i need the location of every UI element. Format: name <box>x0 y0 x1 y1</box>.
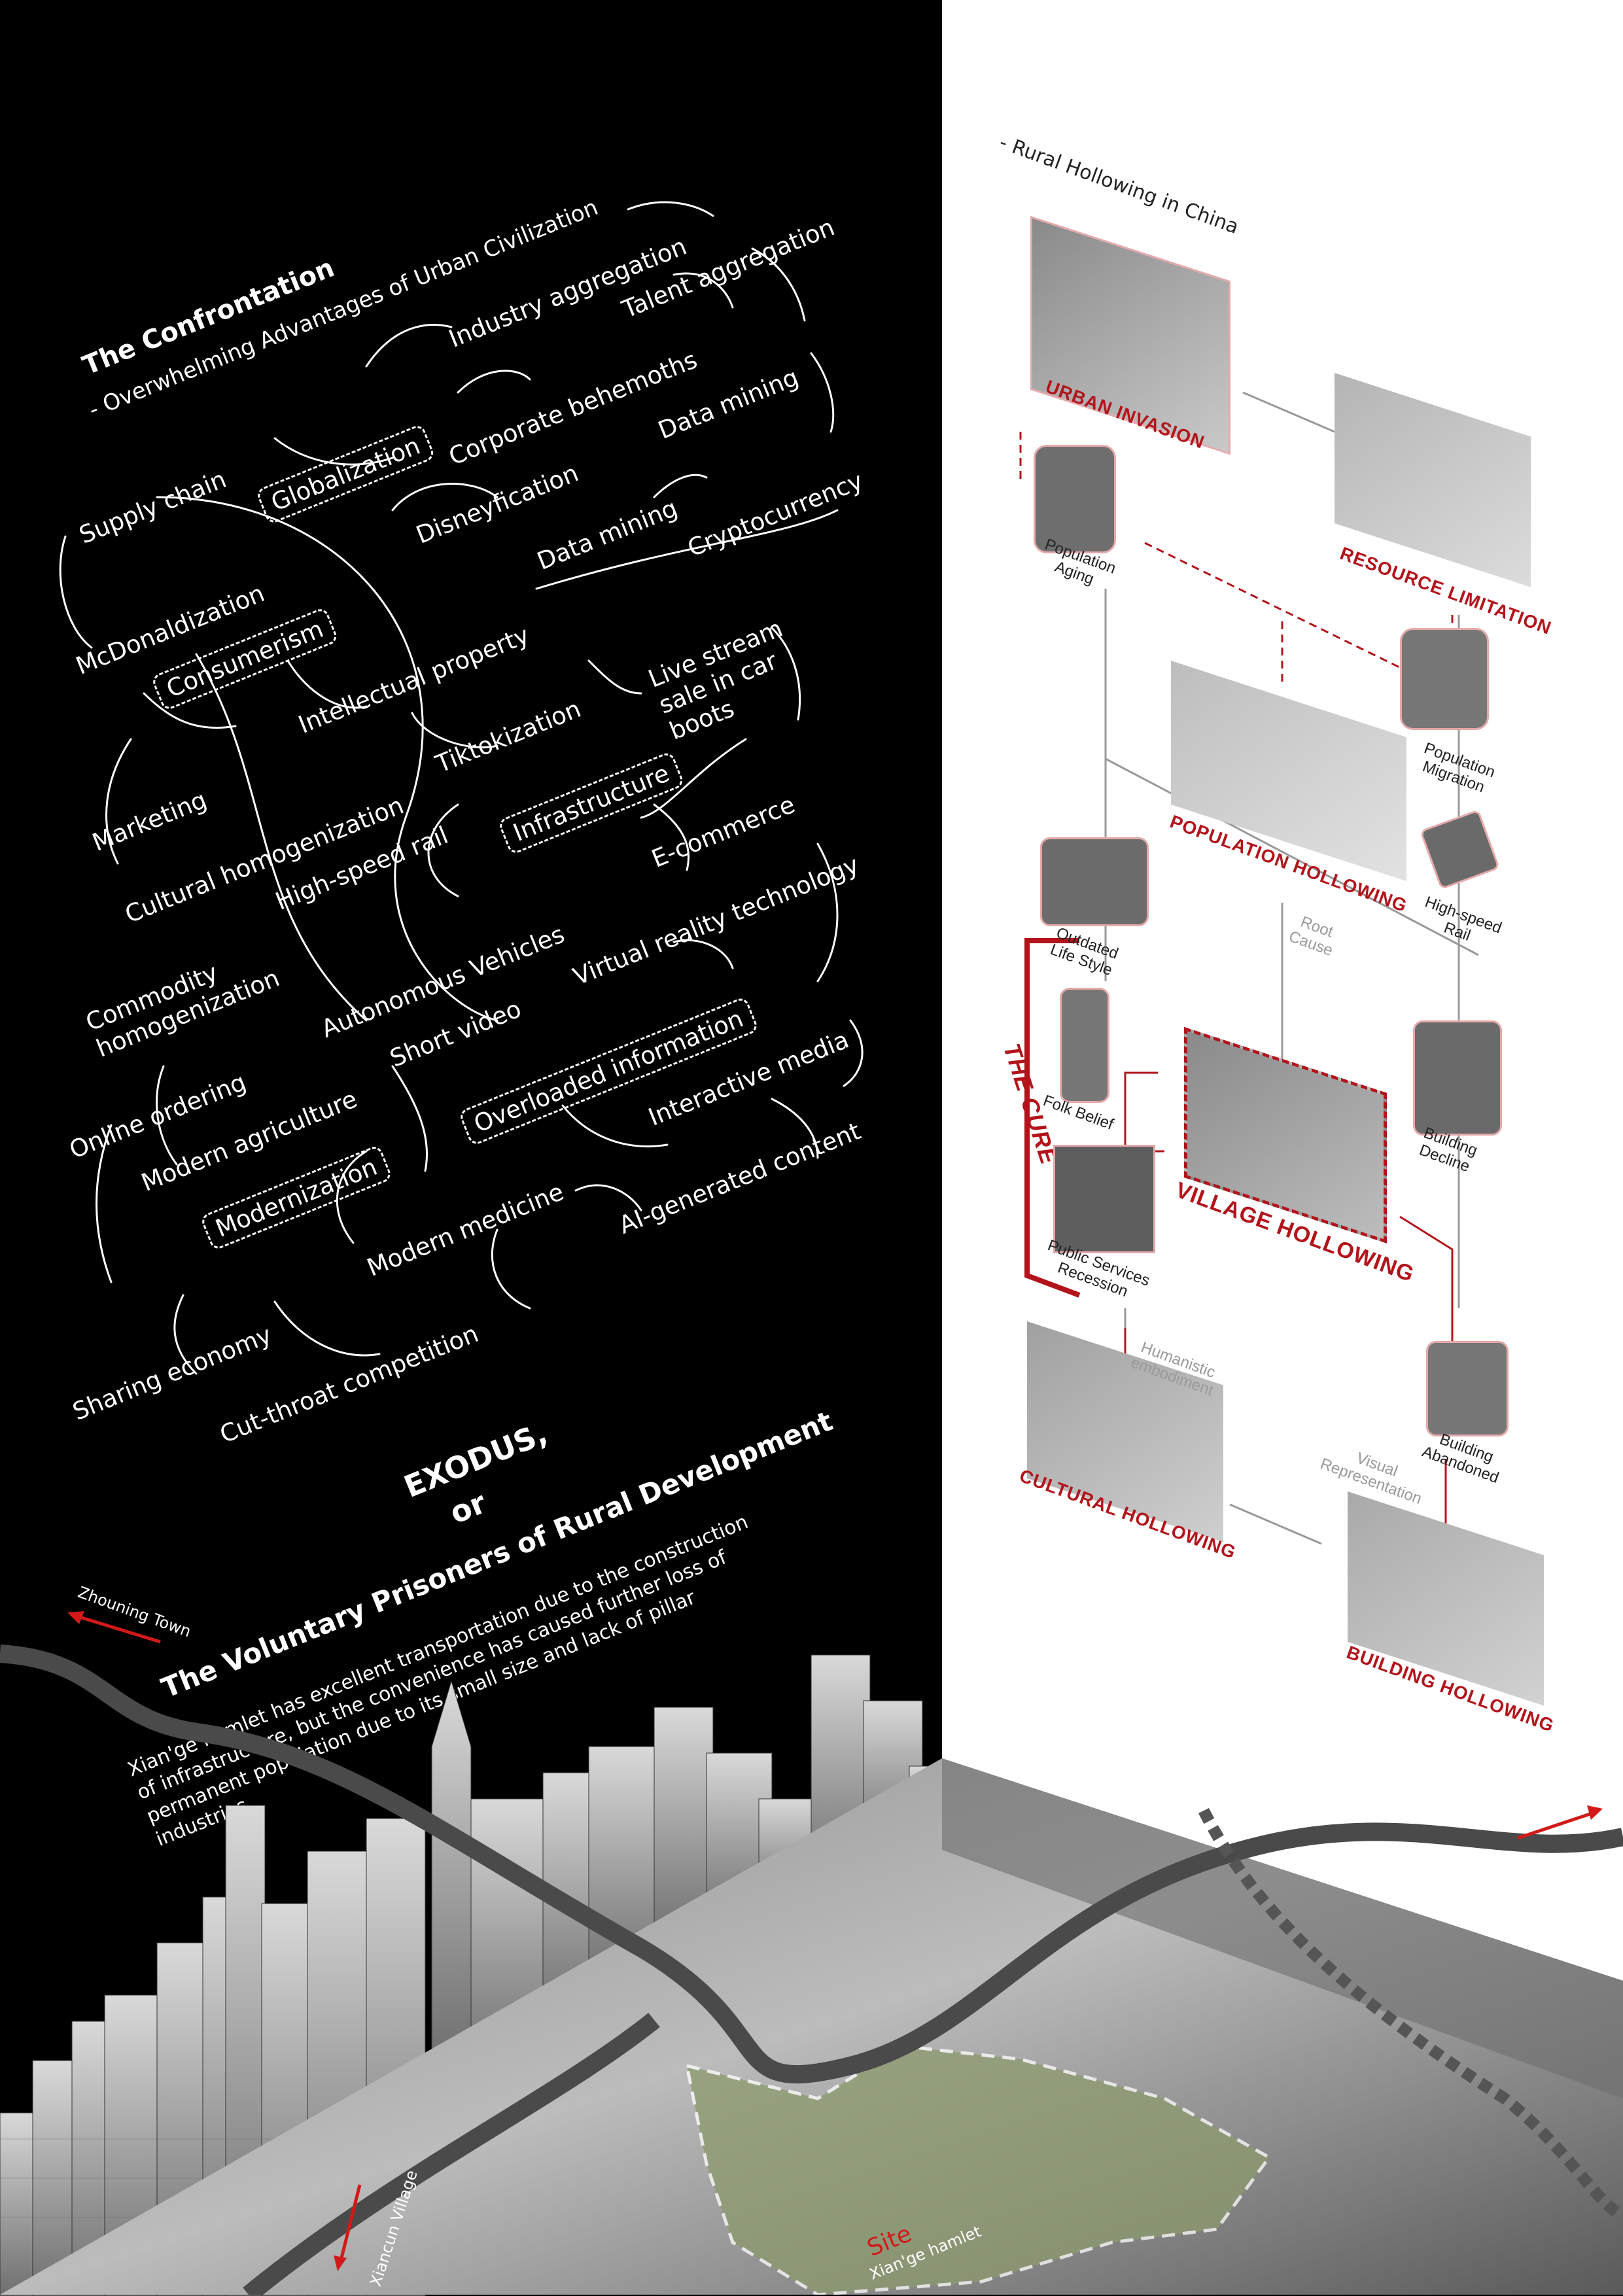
zhouning-arrow-icon <box>67 1611 161 1644</box>
building-decline-photo <box>1413 1020 1502 1136</box>
public-services-photo <box>1053 1145 1155 1253</box>
keyword-connector-curves <box>59 201 864 1375</box>
population-aging-photo <box>1034 445 1116 553</box>
cure-bracket <box>1024 938 1081 1298</box>
building-abandoned-photo <box>1426 1341 1509 1436</box>
folk-belief-photo <box>1060 988 1109 1103</box>
outdated-life-style-photo <box>1040 837 1149 926</box>
population-migration-photo <box>1400 628 1489 730</box>
xiancun-arrow-icon <box>334 2184 362 2271</box>
makeng-arrow-icon <box>1517 1805 1603 1840</box>
site-map-terrain <box>0 1644 1623 2295</box>
